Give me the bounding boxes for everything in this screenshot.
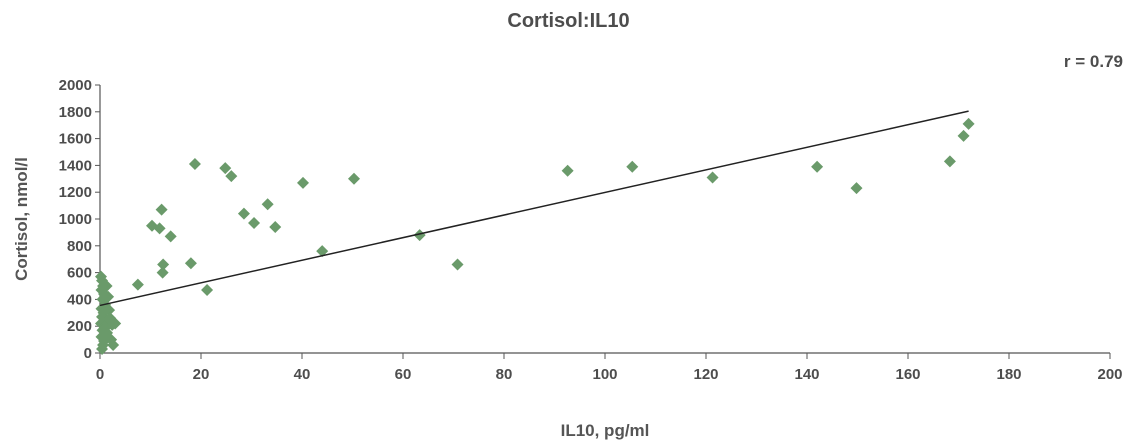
x-tick-label: 20 <box>193 366 210 383</box>
y-tick-label: 600 <box>67 265 92 282</box>
data-point <box>156 266 169 279</box>
data-point <box>261 198 274 211</box>
data-point <box>201 284 214 297</box>
trendline <box>99 110 969 307</box>
chart-title: Cortisol:IL10 <box>507 10 630 32</box>
y-tick-label: 1400 <box>59 157 92 174</box>
x-tick-label: 0 <box>96 366 104 383</box>
data-point <box>248 217 261 230</box>
data-point <box>96 342 109 355</box>
data-point <box>706 171 719 184</box>
data-point <box>107 338 120 351</box>
x-tick-label: 100 <box>592 366 617 383</box>
data-point <box>269 221 282 234</box>
data-point <box>850 182 863 195</box>
x-tick-label: 40 <box>294 366 311 383</box>
data-point <box>561 164 574 177</box>
x-tick-label: 140 <box>794 366 819 383</box>
data-point <box>962 117 975 130</box>
data-point <box>237 207 250 220</box>
y-tick-label: 2000 <box>59 77 92 94</box>
data-points <box>95 117 975 355</box>
x-tick-label: 120 <box>693 366 718 383</box>
data-point <box>131 278 144 291</box>
data-point <box>157 258 170 271</box>
y-tick-label: 800 <box>67 238 92 255</box>
data-point <box>413 229 426 242</box>
data-point <box>451 258 464 271</box>
x-tick-label: 180 <box>996 366 1021 383</box>
data-point <box>184 257 197 270</box>
x-tick-label: 160 <box>895 366 920 383</box>
data-point <box>957 129 970 142</box>
data-point <box>316 245 329 258</box>
y-axis-label: Cortisol, nmol/l <box>12 157 31 281</box>
data-point <box>188 158 201 171</box>
x-tick-label: 80 <box>496 366 513 383</box>
x-tick-label: 60 <box>395 366 412 383</box>
y-tick-label: 1000 <box>59 211 92 228</box>
data-point <box>102 290 115 303</box>
x-axis-label: IL10, pg/ml <box>561 421 650 440</box>
y-tick-label: 1800 <box>59 104 92 121</box>
data-point <box>225 170 238 183</box>
data-point <box>100 280 113 292</box>
data-point <box>626 160 639 173</box>
correlation-label: r = 0.79 <box>1063 52 1123 71</box>
data-point <box>297 176 310 189</box>
axes <box>95 84 1111 359</box>
data-point <box>943 155 956 168</box>
data-point <box>811 160 824 173</box>
data-point <box>348 172 361 185</box>
data-point <box>155 203 168 216</box>
data-point <box>99 321 112 334</box>
y-tick-label: 0 <box>84 345 92 362</box>
tick-labels: 0 20 40 60 80 100 120 140 160 180 2000200400600800… <box>59 77 1123 383</box>
data-point <box>164 230 177 243</box>
y-tick-label: 1200 <box>59 184 92 201</box>
y-tick-label: 200 <box>67 318 92 335</box>
y-tick-label: 1600 <box>59 131 92 148</box>
x-tick-label: 200 <box>1097 366 1122 383</box>
data-point <box>153 222 166 235</box>
data-point <box>103 304 116 317</box>
y-tick-label: 400 <box>67 291 92 308</box>
data-point <box>219 162 232 175</box>
data-point <box>109 317 122 330</box>
